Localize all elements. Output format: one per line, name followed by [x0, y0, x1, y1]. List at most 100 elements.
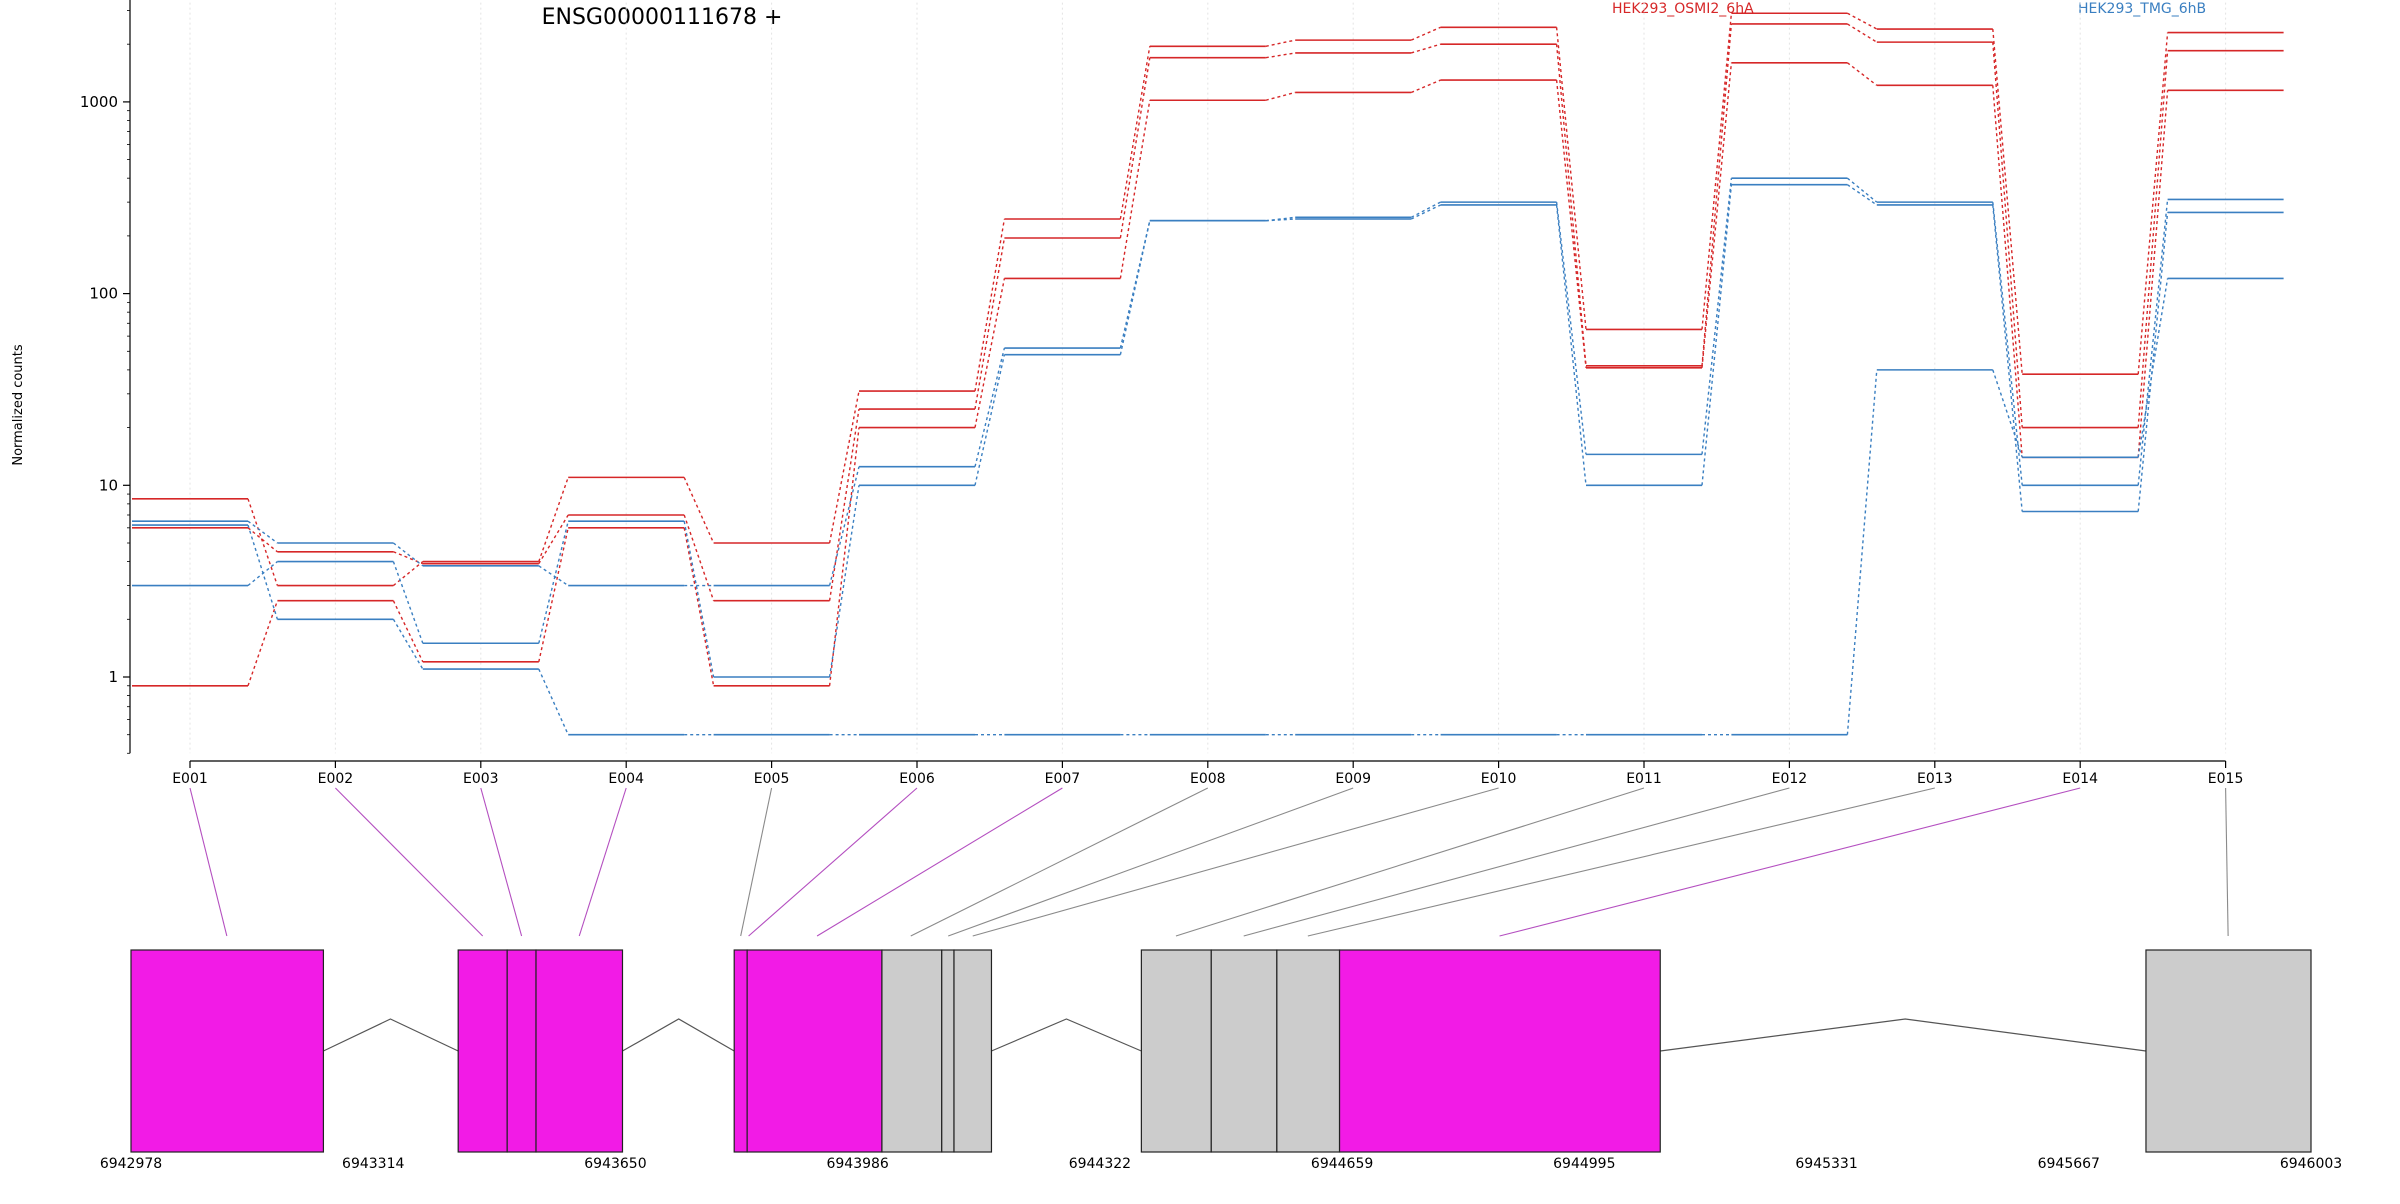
x-tick-label-E009: E009	[1335, 771, 1371, 787]
legend-label-tmg: HEK293_TMG_6hB	[2078, 1, 2206, 17]
series-0-link-13	[1992, 28, 2023, 375]
exon-block-0	[130, 949, 325, 1153]
genomic-tick-6944659: 6944659	[1311, 1156, 1373, 1172]
series-5-link-1	[247, 524, 279, 620]
series-1	[132, 23, 2284, 602]
series-1-link-1	[247, 527, 278, 553]
link-E006	[748, 787, 918, 937]
link-E011	[1175, 787, 1645, 937]
exon-block-4	[733, 949, 748, 1153]
series-3-link-9	[1410, 201, 1441, 218]
x-tick-label-E015: E015	[2208, 771, 2244, 787]
exon-block-2	[506, 949, 537, 1153]
link-E004	[578, 787, 627, 937]
series-2	[132, 61, 2284, 687]
series-1-link-9	[1410, 43, 1441, 54]
exon-block-7	[941, 949, 955, 1153]
series-0-link-6	[974, 218, 1006, 392]
chart-title: ENSG00000111678 +	[542, 5, 783, 30]
link-E012	[1243, 787, 1790, 937]
series-0-link-11	[1701, 13, 1733, 330]
link-E013	[1307, 787, 1935, 937]
exon-block-11	[1276, 949, 1341, 1153]
series-4-link-4	[683, 521, 715, 678]
y-tick-label-1: 1	[108, 668, 118, 686]
series-4-link-7	[1119, 220, 1151, 355]
x-tick-label-E010: E010	[1481, 771, 1517, 787]
series-2-link-14	[2137, 90, 2169, 458]
series-2-link-3	[538, 527, 569, 662]
series-2-link-10	[1555, 79, 1587, 368]
series-1-link-8	[1265, 52, 1296, 59]
exon-block-8	[953, 949, 993, 1153]
series-4-link-8	[1265, 218, 1296, 222]
x-tick-label-E012: E012	[1772, 771, 1808, 787]
series-4-link-2	[392, 561, 424, 644]
intron-0	[323, 1018, 459, 1052]
link-E007	[816, 787, 1063, 937]
series-1-link-10	[1555, 44, 1587, 366]
series-5-link-12	[1846, 369, 1878, 735]
series-1-link-3	[538, 514, 569, 565]
x-tick-label-E004: E004	[608, 771, 644, 787]
series-5-link-3	[538, 668, 569, 735]
x-tick-label-E007: E007	[1045, 771, 1081, 787]
series-3-link-7	[1119, 220, 1151, 349]
series-5-link-13	[1992, 369, 2023, 458]
series-0-link-5	[828, 390, 860, 544]
x-tick-label-E002: E002	[318, 771, 354, 787]
exon-links-layer	[189, 787, 2229, 937]
link-E002	[335, 787, 484, 937]
series-5-link-14	[2137, 278, 2169, 458]
axes-layer: 1 10 100 1000 E001 E002 E003 E004 E005 E006 E007 E0…	[80, 0, 2244, 787]
exon-block-9	[1140, 949, 1212, 1153]
intron-3	[1660, 1018, 2147, 1052]
series-0-link-2	[392, 561, 424, 587]
link-E008	[910, 787, 1209, 937]
link-E009	[948, 787, 1354, 937]
exon-block-3	[535, 949, 624, 1153]
legend-label-osmi2: HEK293_OSMI2_6hA	[1612, 1, 1754, 17]
intron-1	[622, 1018, 735, 1052]
series-0-link-10	[1555, 27, 1587, 330]
series-0-link-7	[1119, 46, 1151, 220]
series-layer	[132, 12, 2284, 736]
link-E015	[2225, 787, 2229, 937]
series-2-link-13	[1992, 85, 2023, 458]
x-tick-label-E013: E013	[1917, 771, 1953, 787]
series-1-link-12	[1847, 23, 1878, 43]
series-2-link-12	[1846, 62, 1878, 86]
series-3-link-14	[2137, 199, 2169, 486]
series-4-link-9	[1410, 204, 1441, 220]
exon-block-13	[2145, 949, 2312, 1153]
genomic-tick-6943314: 6943314	[342, 1156, 404, 1172]
series-4-link-3	[538, 521, 569, 644]
series-4-link-5	[828, 485, 860, 678]
series-0-link-9	[1410, 26, 1441, 41]
exon-block-6	[881, 949, 943, 1153]
series-3-link-1	[247, 520, 278, 544]
exon-block-1	[457, 949, 508, 1153]
series-4-link-11	[1701, 184, 1733, 486]
series-1-link-13	[1992, 42, 2023, 428]
series-3-link-2	[392, 542, 424, 567]
series-4-link-14	[2137, 212, 2169, 512]
series-3-link-6	[974, 347, 1006, 467]
genomic-tick-6945667: 6945667	[2038, 1156, 2100, 1172]
genomic-tick-6944995: 6944995	[1553, 1156, 1615, 1172]
series-4-link-10	[1555, 204, 1587, 486]
y-axis-label: Normalized counts	[11, 344, 26, 466]
series-2-link-2	[392, 600, 424, 663]
series-2-link-8	[1265, 91, 1296, 101]
exon-block-5	[746, 949, 883, 1153]
genomic-tick-6945331: 6945331	[1795, 1156, 1857, 1172]
link-E005	[740, 787, 773, 937]
series-1-link-5	[828, 408, 860, 601]
series-3-link-13	[1992, 202, 2023, 486]
genomic-tick-6942978: 6942978	[100, 1156, 162, 1172]
link-E003	[480, 787, 523, 937]
link-E014	[1499, 787, 2081, 937]
y-tick-label-100: 100	[89, 285, 118, 303]
